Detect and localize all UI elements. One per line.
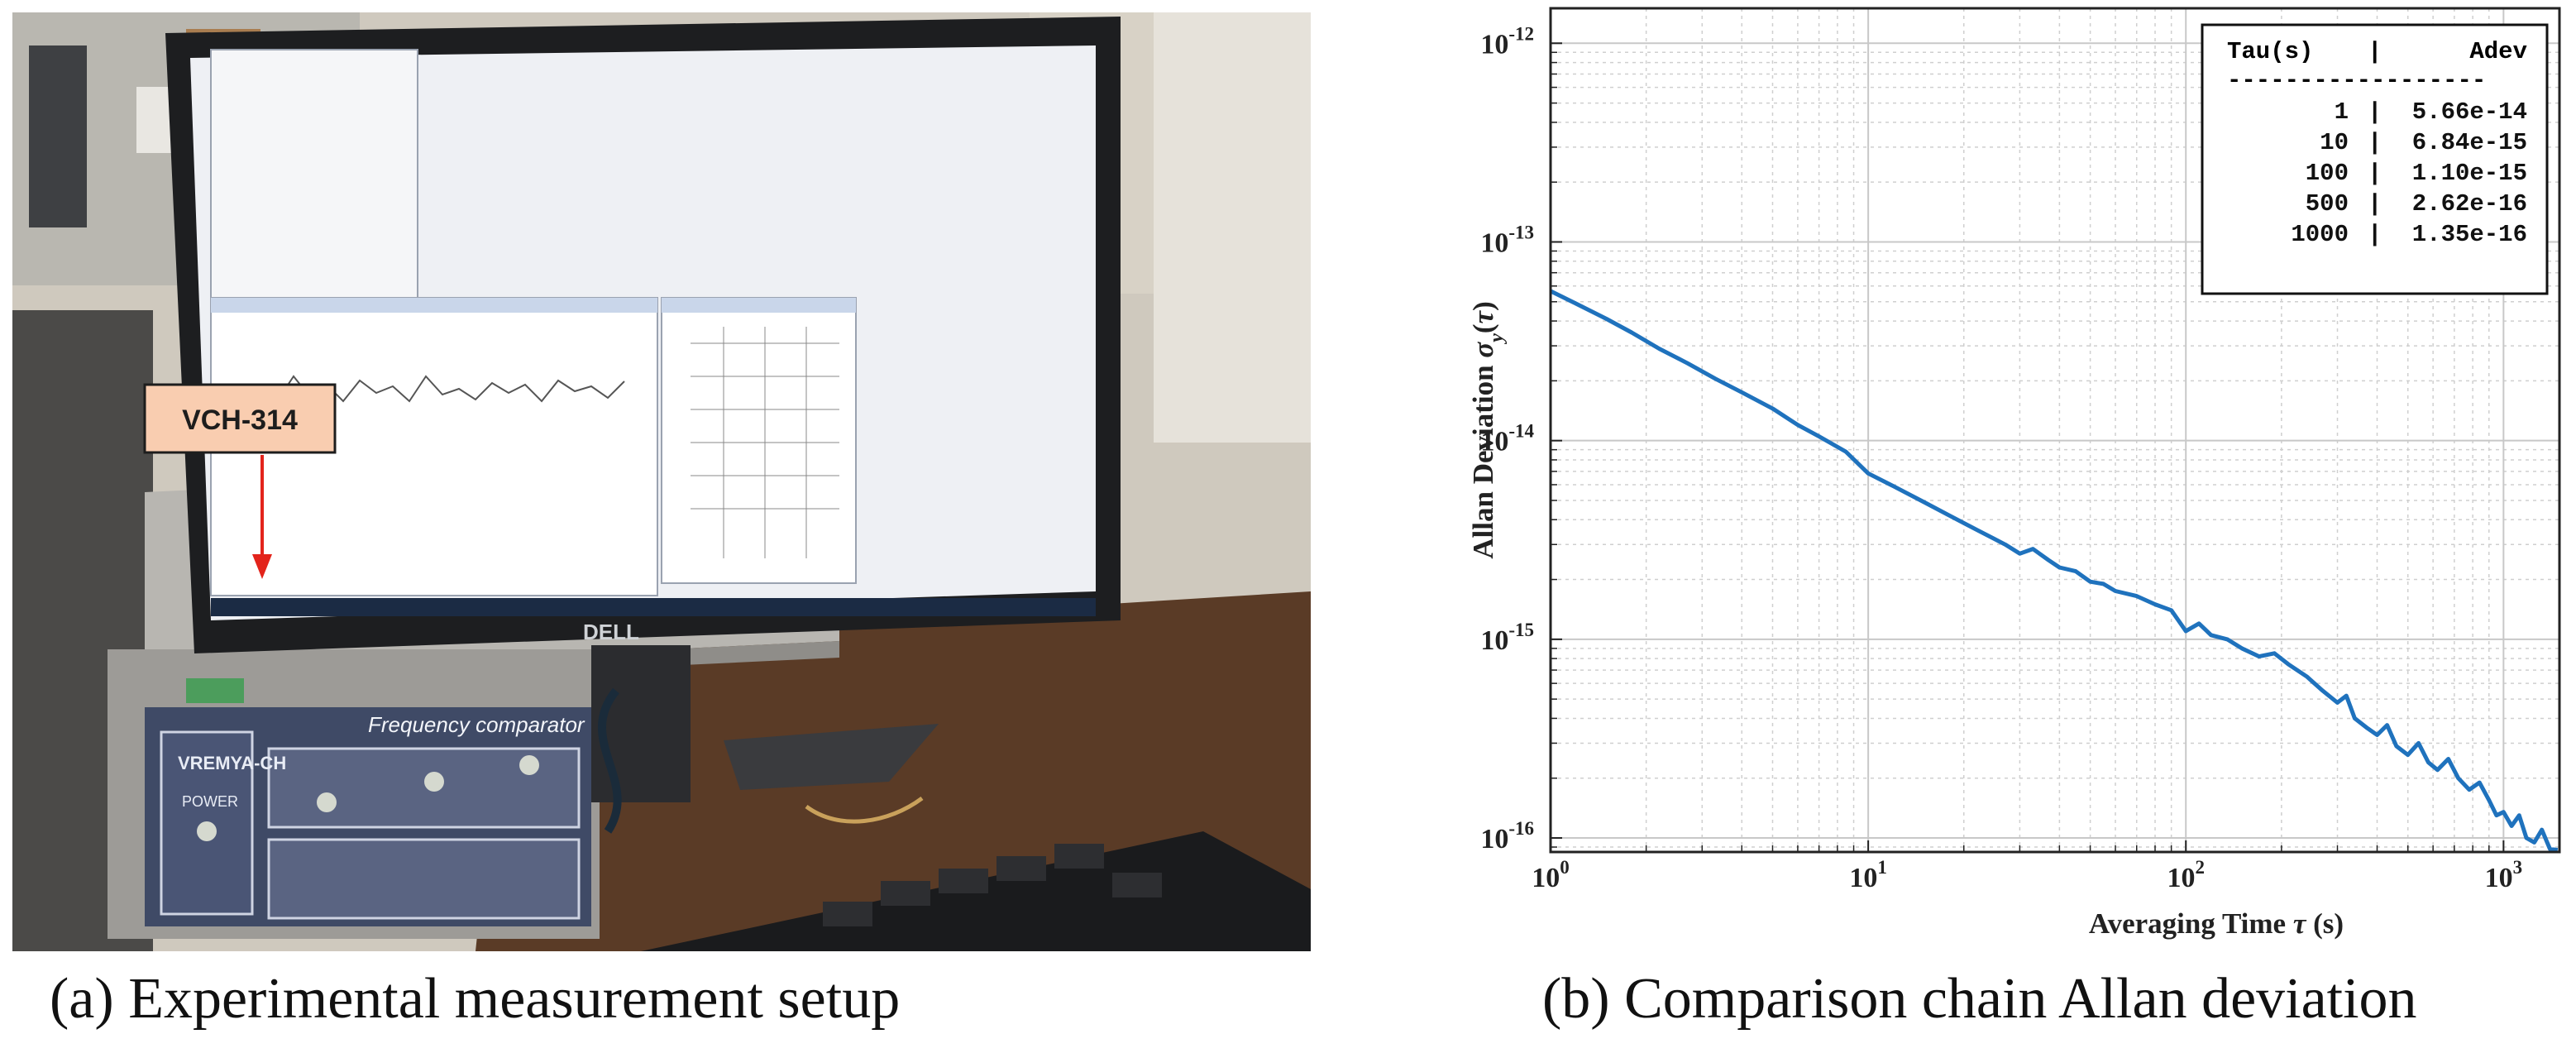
x-tick-label: 101 [1849, 857, 1887, 893]
x-axis-label: Averaging Time τ (s) [2089, 907, 2344, 940]
y-axis-label-text: Allan Deviation [1467, 358, 1499, 559]
x-tick-label: 102 [2167, 857, 2205, 893]
caption-right: (b) Comparison chain Allan deviation [1542, 967, 2417, 1031]
callout-box [143, 383, 337, 454]
table-header-adev: Adev [2469, 38, 2527, 65]
series-adev-line [1549, 289, 2559, 853]
svg-text:Tau(s) | Adev: Tau(s) | Adev [2227, 38, 2527, 65]
y-tick-label: 10-12 [1480, 23, 1534, 60]
y-axis-tau-arg: ( [1467, 323, 1499, 333]
adev-table: Tau(s) | Adev ------------------ 1 | 5.66e… [2201, 23, 2549, 295]
y-tick-label: 10-13 [1480, 222, 1534, 258]
x-axis-unit: (s) [2306, 907, 2344, 940]
grid-minor [1551, 8, 2559, 852]
table-header-tau: Tau(s) [2227, 38, 2313, 65]
y-tick-label: 10-14 [1480, 421, 1534, 457]
table-row: 100 | 1.10e-15 [2306, 160, 2527, 187]
x-tick-labels: 100 101 102 103 [1532, 857, 2522, 893]
table-rows: 1 | 5.66e-14 10 | 6.84e-15 100 | 1.10e-15 500 | 2.6… [2291, 98, 2527, 248]
x-axis-tau-symbol: τ [2293, 907, 2307, 940]
table-row: 1 | 5.66e-14 [2335, 98, 2527, 126]
caption-left: (a) Experimental measurement setup [50, 967, 901, 1031]
x-tick-label: 103 [2485, 857, 2523, 893]
x-tick-label: 100 [1532, 857, 1570, 893]
monitor-brand: DELL [583, 620, 639, 644]
callout-arrowhead-icon [252, 554, 272, 579]
device-power-label: POWER [182, 793, 238, 810]
allan-deviation-chart: 100 101 102 103 10-16 10-15 10-14 10-13 10-12 T… [1467, 7, 2561, 940]
callout-label: VCH-314 [182, 404, 298, 436]
photo-of-lab-equipment-icon: POWER VREMYA-CH Frequency comparator VCH… [12, 12, 1311, 951]
y-axis-subscript: y [1486, 333, 1508, 345]
y-tick-label: 10-15 [1480, 620, 1534, 656]
y-axis-sigma-symbol: σ [1467, 342, 1499, 358]
adev-table-box [2201, 23, 2549, 295]
experimental-setup-photo: POWER VREMYA-CH Frequency comparator VCH… [12, 12, 1311, 951]
y-tick-labels: 10-16 10-15 10-14 10-13 10-12 [1480, 23, 1534, 854]
x-axis-label-text: Averaging Time [2089, 907, 2293, 940]
table-divider: ------------------ [2227, 67, 2486, 94]
table-header-pipe: | [2368, 38, 2382, 65]
device-brand: VREMYA-CH [178, 753, 286, 773]
table-row: 500 | 2.62e-16 [2306, 190, 2527, 218]
plot-frame [1549, 7, 2561, 854]
table-row: 1000 | 1.35e-16 [2291, 221, 2527, 248]
y-axis-label: Allan Deviation σy(τ) [1467, 301, 1508, 558]
y-tick-label: 10-16 [1480, 818, 1534, 854]
table-row: 10 | 6.84e-15 [2320, 129, 2527, 156]
